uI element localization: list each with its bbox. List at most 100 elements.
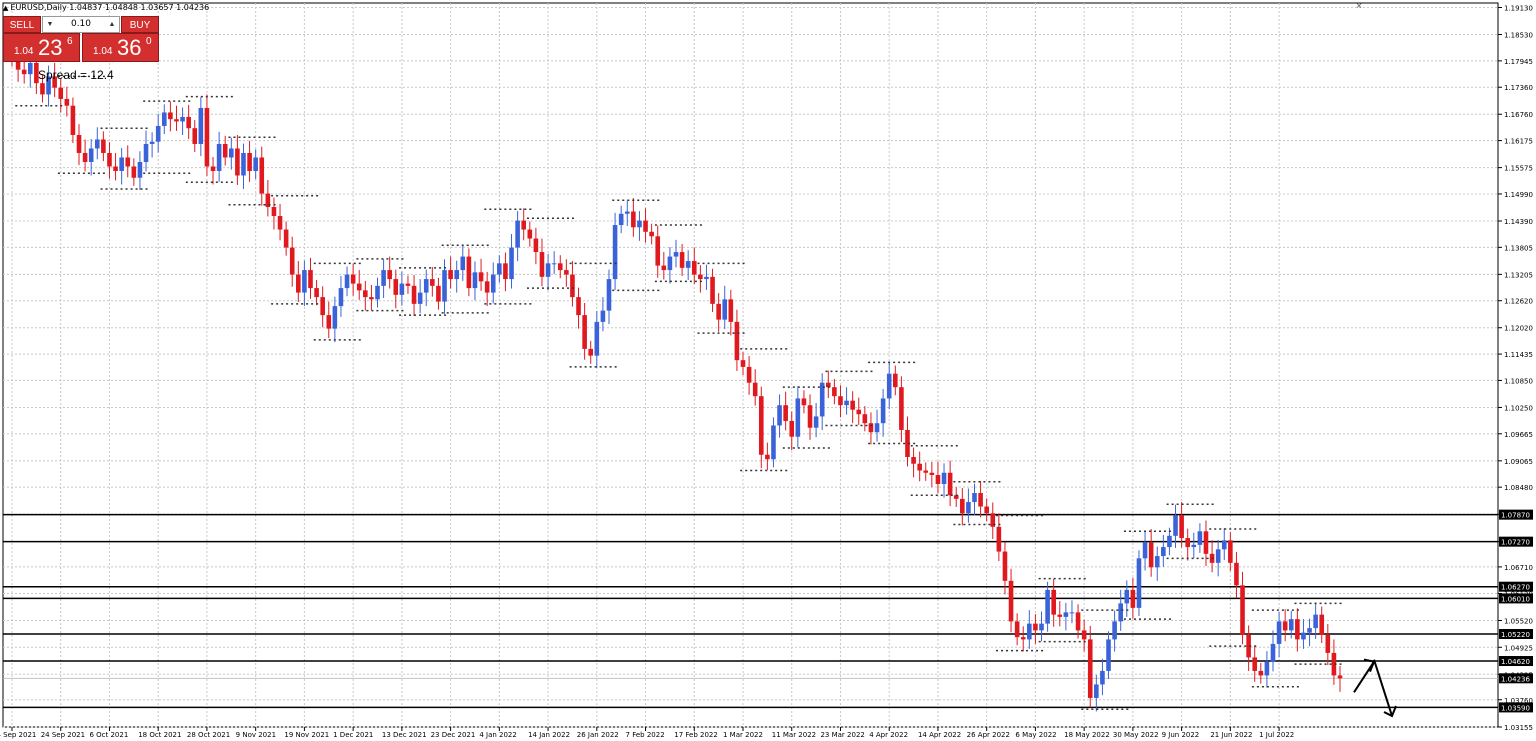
candle-body[interactable] — [76, 134, 82, 153]
candle-body[interactable] — [862, 414, 868, 424]
candle-body[interactable] — [423, 279, 429, 293]
candle-body[interactable] — [643, 220, 648, 232]
candle-body[interactable] — [34, 62, 39, 84]
candle-body[interactable] — [101, 139, 106, 153]
candle-body[interactable] — [515, 220, 520, 248]
candle-body[interactable] — [966, 502, 971, 514]
candle-body[interactable] — [497, 263, 502, 275]
candle-body[interactable] — [953, 495, 959, 499]
candle-body[interactable] — [874, 423, 880, 433]
candle-body[interactable] — [929, 472, 935, 476]
candle-body[interactable] — [186, 116, 191, 129]
candle-body[interactable] — [70, 105, 76, 135]
candle-body[interactable] — [825, 382, 831, 388]
candle-body[interactable] — [344, 274, 350, 289]
candle-body[interactable] — [88, 148, 94, 162]
candle-body[interactable] — [143, 143, 149, 162]
candle-body[interactable] — [1197, 531, 1203, 545]
candle-body[interactable] — [612, 225, 618, 280]
candle-body[interactable] — [168, 112, 173, 120]
candle-body[interactable] — [265, 193, 271, 208]
candle-body[interactable] — [356, 283, 362, 291]
candle-body[interactable] — [1234, 562, 1239, 586]
candle-body[interactable] — [740, 360, 746, 367]
candle-body[interactable] — [350, 274, 356, 284]
candle-body[interactable] — [107, 152, 112, 167]
sell-button[interactable]: SELL — [3, 16, 41, 33]
candle-body[interactable] — [21, 69, 27, 75]
candle-body[interactable] — [198, 107, 204, 144]
candle-body[interactable] — [1094, 684, 1099, 698]
candle-body[interactable] — [1331, 652, 1337, 676]
candle-body[interactable] — [758, 396, 764, 455]
candle-body[interactable] — [472, 272, 478, 289]
candle-body[interactable] — [460, 256, 466, 271]
candle-body[interactable] — [752, 382, 758, 397]
candle-body[interactable] — [1033, 623, 1038, 631]
candle-body[interactable] — [679, 252, 685, 268]
candle-body[interactable] — [436, 285, 441, 302]
candle-body[interactable] — [886, 373, 892, 399]
candle-body[interactable] — [1295, 619, 1300, 640]
candle-body[interactable] — [1173, 515, 1178, 536]
candle-body[interactable] — [1203, 531, 1209, 554]
candle-body[interactable] — [947, 472, 953, 496]
candle-body[interactable] — [253, 157, 258, 171]
candle-body[interactable] — [1325, 634, 1331, 653]
candle-body[interactable] — [1258, 670, 1264, 676]
candle-body[interactable] — [637, 220, 642, 228]
candle-body[interactable] — [710, 276, 715, 304]
candle-body[interactable] — [990, 513, 996, 527]
candle-body[interactable] — [1185, 538, 1191, 548]
candle-body[interactable] — [1148, 542, 1154, 568]
candle-body[interactable] — [722, 299, 728, 320]
candle-body[interactable] — [180, 116, 185, 122]
candle-body[interactable] — [1075, 612, 1081, 631]
candle-body[interactable] — [222, 143, 228, 158]
candle-body[interactable] — [52, 76, 57, 88]
candle-body[interactable] — [570, 274, 575, 298]
candle-body[interactable] — [789, 420, 795, 437]
candle-body[interactable] — [247, 152, 252, 171]
candle-body[interactable] — [655, 236, 661, 266]
candle-body[interactable] — [807, 405, 813, 428]
candle-body[interactable] — [125, 157, 131, 167]
candle-body[interactable] — [381, 270, 386, 286]
candle-body[interactable] — [1124, 589, 1130, 604]
candle-body[interactable] — [399, 283, 405, 295]
candle-body[interactable] — [917, 463, 922, 471]
candle-body[interactable] — [271, 207, 277, 217]
candle-body[interactable] — [405, 283, 411, 286]
candle-body[interactable] — [765, 454, 770, 460]
chevron-down-icon[interactable]: ▼ — [46, 21, 54, 28]
buy-button[interactable]: BUY — [121, 16, 159, 33]
candle-body[interactable] — [624, 211, 630, 214]
candle-body[interactable] — [1337, 675, 1343, 679]
candle-body[interactable] — [210, 166, 216, 171]
candle-body[interactable] — [1014, 621, 1020, 638]
candle-body[interactable] — [503, 263, 508, 280]
candle-body[interactable] — [850, 400, 855, 410]
lot-size-value[interactable]: 0.10 — [70, 19, 92, 29]
candle-body[interactable] — [192, 128, 198, 144]
candle-body[interactable] — [1069, 612, 1075, 614]
candle-body[interactable] — [1154, 556, 1160, 568]
candle-body[interactable] — [1112, 621, 1117, 640]
candle-body[interactable] — [1002, 551, 1008, 581]
candle-body[interactable] — [996, 526, 1002, 552]
candle-body[interactable] — [1228, 540, 1233, 563]
candle-body[interactable] — [1051, 589, 1056, 615]
candle-body[interactable] — [649, 231, 654, 237]
candle-body[interactable] — [363, 290, 368, 298]
candle-body[interactable] — [1276, 621, 1282, 644]
candle-body[interactable] — [673, 252, 679, 257]
candle-body[interactable] — [332, 306, 338, 329]
candle-body[interactable] — [777, 405, 782, 426]
candle-body[interactable] — [1307, 628, 1312, 633]
candle-body[interactable] — [564, 270, 569, 275]
candle-body[interactable] — [661, 265, 667, 271]
candle-body[interactable] — [1081, 630, 1087, 640]
candle-body[interactable] — [880, 398, 886, 424]
candle-body[interactable] — [698, 274, 703, 280]
candle-body[interactable] — [771, 425, 776, 460]
